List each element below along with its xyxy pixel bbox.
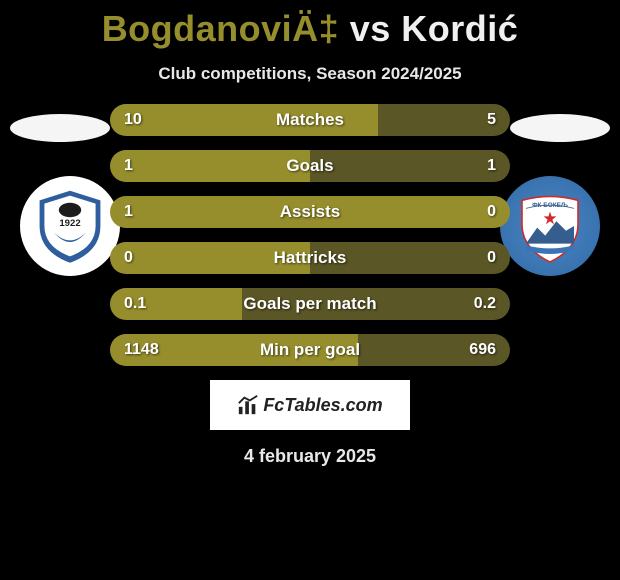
stat-value-right: 0.2: [474, 295, 496, 313]
player-1-photo-placeholder: [10, 114, 110, 142]
stat-bars: 105Matches11Goals10Assists00Hattricks0.1…: [110, 104, 510, 366]
stat-bar: 1 0 Assists: [110, 196, 510, 228]
stat-bar: 1 1 Goals: [110, 150, 510, 182]
brand-badge: FcTables.com: [210, 380, 410, 430]
stat-value-left: 0.1: [124, 295, 146, 313]
stat-value-right: 696: [469, 341, 496, 359]
comparison-title: BogdanoviÄ‡ vs Kordić: [0, 0, 620, 50]
stat-bar: 0.1 0.2 Goals per match: [110, 288, 510, 320]
stat-value-left: 10: [124, 111, 142, 129]
player-2-name: Kordić: [401, 8, 518, 49]
stat-label: Assists: [280, 202, 340, 222]
subtitle: Club competitions, Season 2024/2025: [0, 64, 620, 84]
player-2-photo-placeholder: [510, 114, 610, 142]
stat-value-left: 0: [124, 249, 133, 267]
date-label: 4 february 2025: [0, 446, 620, 467]
brand-label: FcTables.com: [237, 394, 382, 416]
stat-value-right: 0: [487, 203, 496, 221]
stats-area: 1922 ФК БОКЕЉ 105Matches11Goals10Assists…: [0, 104, 620, 366]
comparison-card: BogdanoviÄ‡ vs Kordić Club competitions,…: [0, 0, 620, 580]
shield-icon: ФК БОКЕЉ: [510, 186, 590, 266]
stat-label: Goals per match: [243, 294, 376, 314]
stat-value-left: 1: [124, 203, 133, 221]
stat-bar: 0 0 Hattricks: [110, 242, 510, 274]
club-crest-right: ФК БОКЕЉ: [500, 176, 600, 276]
stat-bar: 1148 696 Min per goal: [110, 334, 510, 366]
stat-value-right: 0: [487, 249, 496, 267]
svg-text:1922: 1922: [59, 218, 80, 229]
stat-label: Min per goal: [260, 340, 360, 360]
stat-value-right: 5: [487, 111, 496, 129]
shield-icon: 1922: [30, 186, 110, 266]
svg-text:ФК БОКЕЉ: ФК БОКЕЉ: [532, 202, 568, 209]
stat-value-left: 1: [124, 157, 133, 175]
stat-label: Goals: [286, 156, 333, 176]
stat-value-left: 1148: [124, 341, 159, 359]
chart-icon: [237, 394, 259, 416]
brand-text: FcTables.com: [263, 395, 382, 416]
vs-separator: vs: [350, 8, 391, 49]
player-1-name: BogdanoviÄ‡: [102, 8, 340, 49]
stat-bar-left-fill: [110, 150, 310, 182]
stat-label: Matches: [276, 110, 344, 130]
stat-bar: 10 5 Matches: [110, 104, 510, 136]
stat-label: Hattricks: [274, 248, 347, 268]
stat-value-right: 1: [487, 157, 496, 175]
stat-bar-right-fill: [310, 150, 510, 182]
club-crest-left: 1922: [20, 176, 120, 276]
